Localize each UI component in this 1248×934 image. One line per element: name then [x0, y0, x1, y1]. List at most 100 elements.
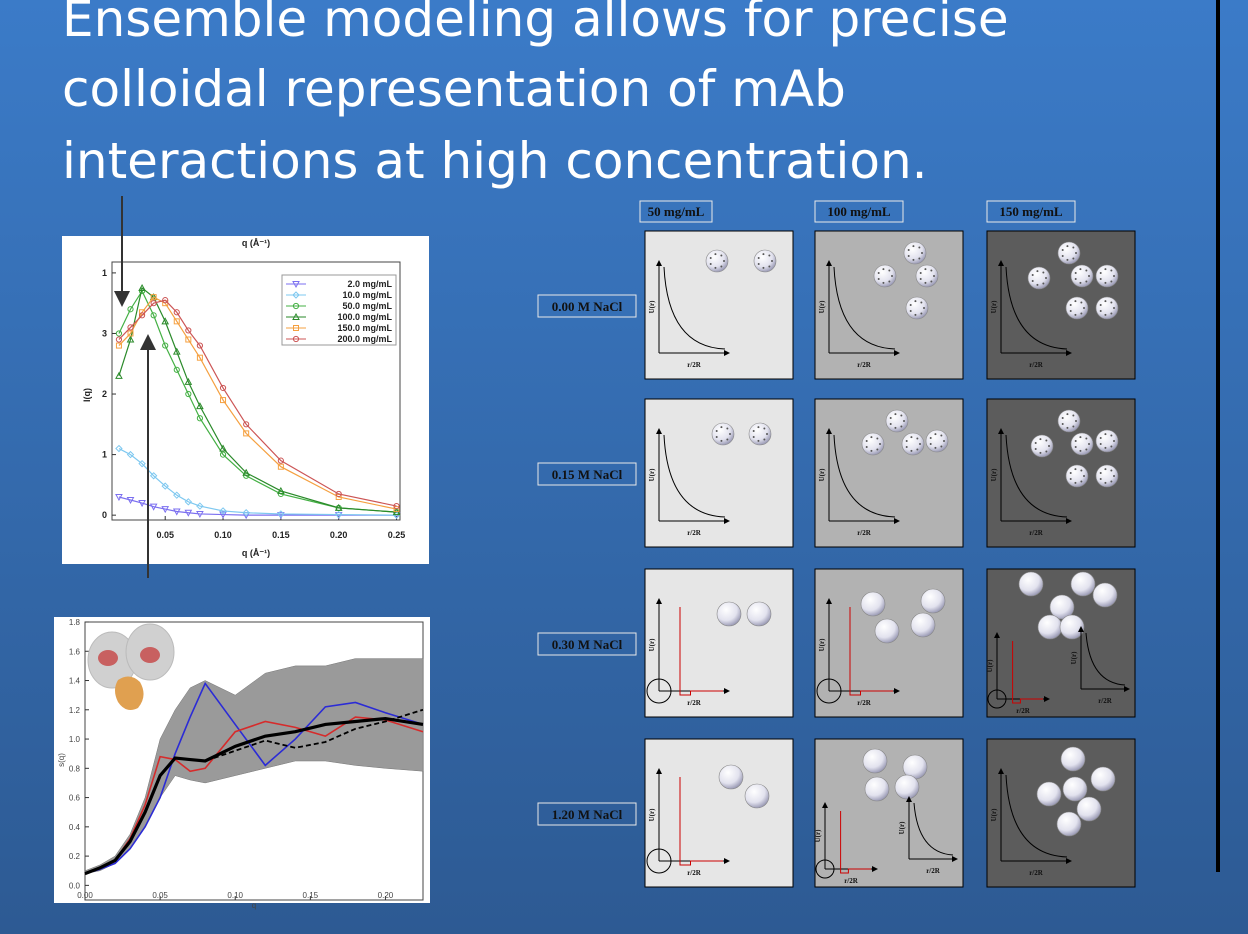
- sphere-dot: [888, 280, 890, 282]
- y-tick-label: 0.2: [69, 852, 81, 861]
- sphere-dot: [1083, 307, 1085, 309]
- row-label: 0.30 M NaCl: [552, 637, 623, 652]
- sphere-dot: [888, 270, 890, 272]
- sphere-dot: [1072, 425, 1074, 427]
- sphere-dot: [1039, 438, 1041, 440]
- sphere-dot: [910, 304, 912, 306]
- legend-label: 2.0 mg/mL: [347, 279, 392, 289]
- mini-x-label: r/2R: [844, 877, 859, 885]
- sphere-dot: [1070, 478, 1072, 480]
- sphere-dot: [1083, 475, 1085, 477]
- column-header: 100 mg/mL: [827, 204, 891, 219]
- mini-y-label: U(r): [648, 300, 656, 313]
- y-tick-label: 1.0: [69, 735, 81, 744]
- sphere-dot: [1075, 440, 1077, 442]
- mini-y-label: U(r): [818, 300, 826, 313]
- sphere-dot: [1100, 472, 1102, 474]
- mini-x-label: r/2R: [926, 867, 941, 875]
- sphere-dot: [753, 436, 755, 438]
- sphere: [747, 602, 771, 626]
- sphere-dot: [1110, 270, 1112, 272]
- sphere-dot: [1104, 314, 1106, 316]
- sphere-dot: [762, 267, 764, 269]
- legend-label: 200.0 mg/mL: [337, 334, 392, 344]
- sphere-dot: [1062, 417, 1064, 419]
- slide: Ensemble modeling allows for precise col…: [0, 0, 1248, 934]
- sphere-dot: [900, 425, 902, 427]
- sphere-dot: [914, 300, 916, 302]
- sphere-dot: [940, 445, 942, 447]
- sphere-dot: [720, 440, 722, 442]
- sphere-dot: [1045, 450, 1047, 452]
- sphere-dot: [1035, 442, 1037, 444]
- row-label: 1.20 M NaCl: [552, 807, 623, 822]
- sphere-dot: [900, 415, 902, 417]
- sphere-dot: [710, 263, 712, 265]
- x-tick-label: 0.25: [388, 530, 406, 540]
- sphere-dot: [1110, 445, 1112, 447]
- mini-y-label: U(r): [648, 808, 656, 821]
- sphere-dot: [934, 433, 936, 435]
- title-line: interactions at high concentration.: [62, 132, 928, 190]
- mini-y-label: U(r): [814, 829, 822, 842]
- sphere-dot: [1088, 443, 1090, 445]
- sphere-dot: [1104, 447, 1106, 449]
- sphere-dot: [1039, 452, 1041, 454]
- sphere-dot: [923, 307, 925, 309]
- sphere: [1077, 797, 1101, 821]
- sphere-dot: [930, 270, 932, 272]
- sphere-dot: [1080, 470, 1082, 472]
- sphere-dot: [1110, 302, 1112, 304]
- sphere: [875, 619, 899, 643]
- sphere-dot: [1036, 270, 1038, 272]
- sphere-dot: [933, 275, 935, 277]
- y-tick-label: 0.8: [69, 764, 81, 773]
- sphere-dot: [903, 420, 905, 422]
- mini-x-label: r/2R: [857, 529, 872, 537]
- sphere-dot: [753, 430, 755, 432]
- mini-x-label: r/2R: [1029, 529, 1044, 537]
- sphere-dot: [714, 267, 716, 269]
- sphere: [1063, 777, 1087, 801]
- sphere-dot: [876, 448, 878, 450]
- y-tick-label: 1: [102, 268, 107, 278]
- sphere-dot: [890, 417, 892, 419]
- sphere-dot: [1062, 255, 1064, 257]
- sphere: [1093, 583, 1117, 607]
- sphere-dot: [1085, 270, 1087, 272]
- sphere-dot: [1085, 438, 1087, 440]
- sphere-dot: [716, 430, 718, 432]
- sphere-dot: [1113, 440, 1115, 442]
- title-line: Ensemble modeling allows for precise: [62, 0, 1009, 48]
- sphere-dot: [891, 275, 893, 277]
- sphere-dot: [720, 265, 722, 267]
- sphere-dot: [908, 249, 910, 251]
- mini-x-label: r/2R: [857, 361, 872, 369]
- mini-y-label: U(r): [990, 808, 998, 821]
- sphere-dot: [1100, 304, 1102, 306]
- sphere-dot: [758, 263, 760, 265]
- sphere-dot: [912, 259, 914, 261]
- legend-label: 10.0 mg/mL: [342, 290, 392, 300]
- x-tick-label: 0.10: [214, 530, 232, 540]
- sphere-dot: [914, 314, 916, 316]
- mini-y-label: U(r): [818, 638, 826, 651]
- sphere-dot: [762, 253, 764, 255]
- sphere-dot: [906, 446, 908, 448]
- sphere-dot: [1045, 277, 1047, 279]
- sphere: [861, 592, 885, 616]
- mini-x-label: r/2R: [687, 869, 702, 877]
- sphere-dot: [1074, 482, 1076, 484]
- sphere-dot: [1088, 275, 1090, 277]
- sphere-dot: [1085, 280, 1087, 282]
- x-tick-label: 0.00: [77, 891, 93, 900]
- y-tick-label: 3: [102, 328, 107, 338]
- y-axis-label: s(q): [57, 753, 66, 767]
- y-tick-label: 0.0: [69, 881, 81, 890]
- legend-label: 100.0 mg/mL: [337, 312, 392, 322]
- y-tick-label: 1.8: [69, 618, 81, 627]
- sphere-dot: [1074, 314, 1076, 316]
- sphere: [911, 613, 935, 637]
- sphere: [1061, 747, 1085, 771]
- sphere: [1060, 615, 1084, 639]
